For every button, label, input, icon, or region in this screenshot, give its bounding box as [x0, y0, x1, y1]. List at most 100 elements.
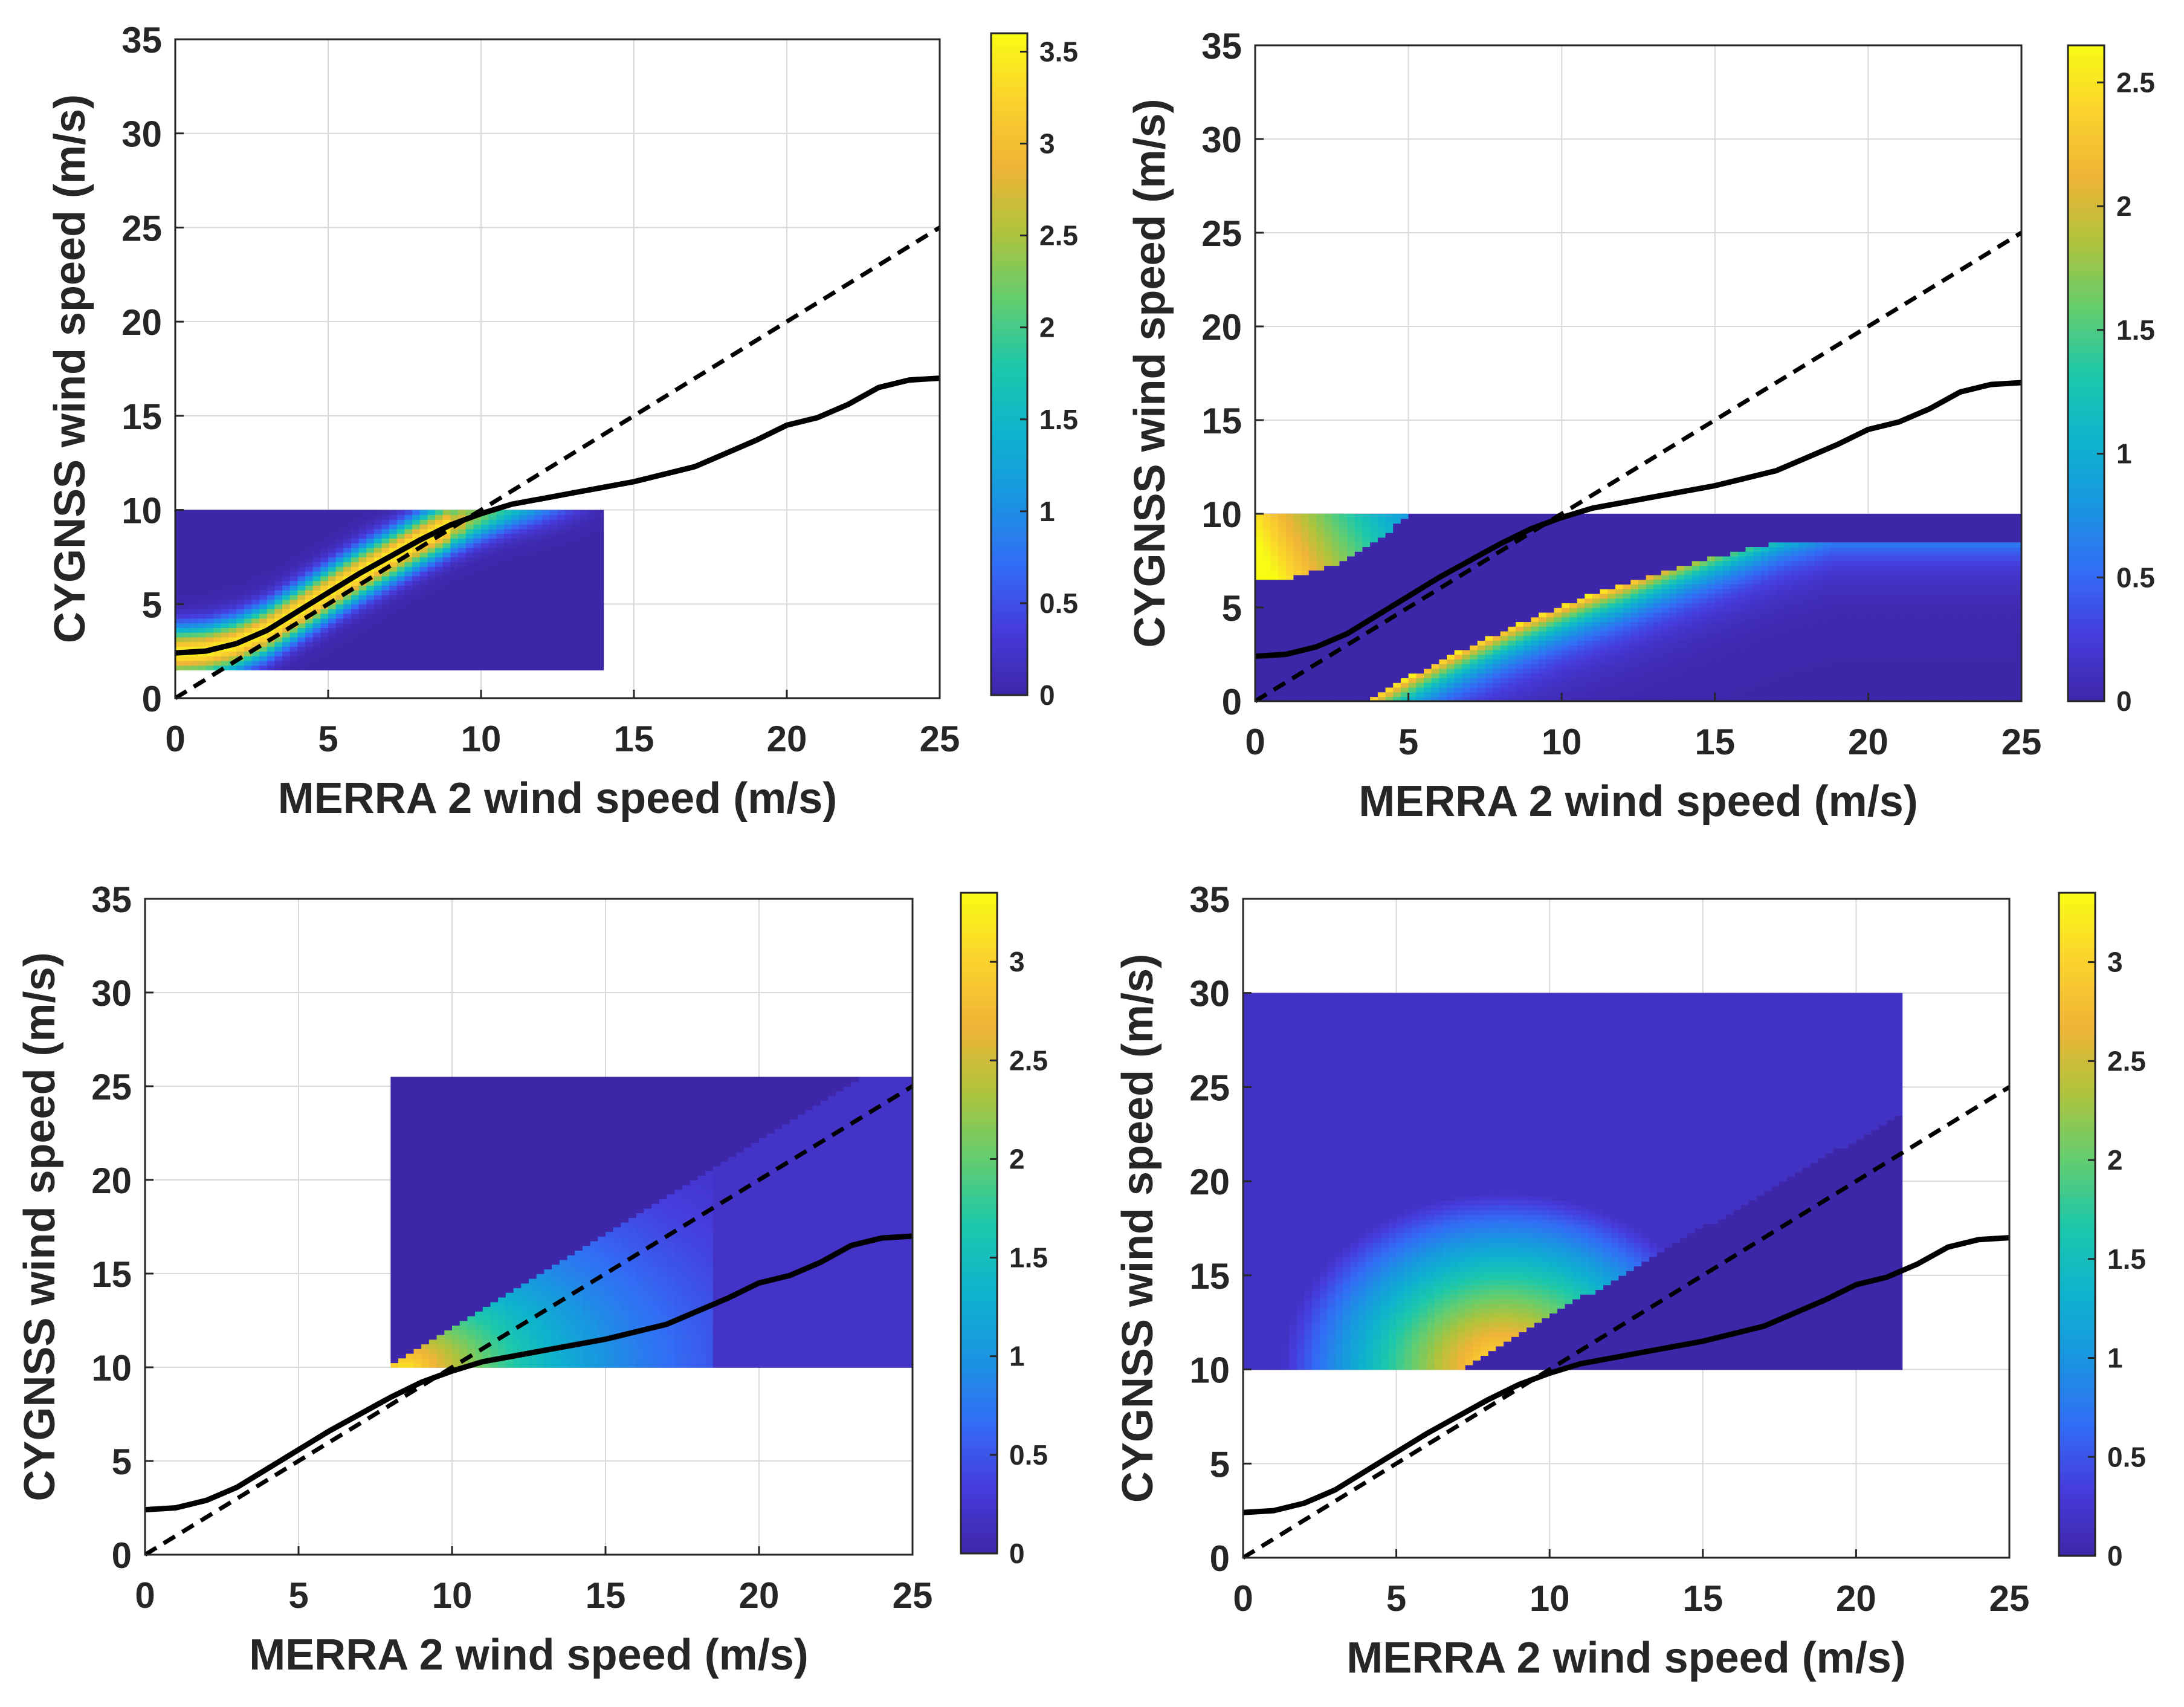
- heatmap-cell: [198, 533, 207, 539]
- heatmap-cell: [274, 562, 283, 567]
- heatmap-cell: [404, 533, 413, 539]
- heatmap-cell: [213, 641, 222, 647]
- heatmap-cell: [351, 641, 360, 647]
- heatmap-cell: [1447, 673, 1455, 679]
- heatmap-cell: [427, 599, 436, 605]
- heatmap-cell: [1262, 546, 1271, 552]
- heatmap-cell: [595, 641, 604, 647]
- heatmap-cell: [435, 604, 444, 609]
- heatmap-cell: [572, 538, 581, 543]
- heatmap-cell: [1255, 542, 1264, 548]
- heatmap-cell: [1737, 649, 1746, 655]
- heatmap-cell: [1454, 692, 1463, 698]
- heatmap-cell: [1400, 560, 1409, 566]
- heatmap-cell: [1630, 584, 1639, 589]
- heatmap-cell: [1400, 668, 1409, 674]
- heatmap-cell: [1539, 574, 1547, 580]
- heatmap-cell: [1370, 574, 1378, 580]
- heatmap-cell: [1362, 518, 1371, 524]
- colorbar-segment: [991, 662, 1027, 669]
- y-tick-label: 25: [121, 208, 162, 248]
- heatmap-cell: [1354, 593, 1363, 599]
- heatmap-cell: [1546, 551, 1555, 557]
- heatmap-cell: [1569, 537, 1578, 543]
- heatmap-cell: [427, 538, 436, 543]
- heatmap-cell: [519, 632, 528, 638]
- heatmap-cell: [1630, 518, 1639, 524]
- heatmap-cell: [1278, 659, 1287, 664]
- heatmap-cell: [1562, 565, 1570, 571]
- heatmap-cell: [1439, 528, 1447, 533]
- heatmap-cell: [198, 571, 207, 577]
- heatmap-cell: [1400, 649, 1409, 655]
- heatmap-cell: [1523, 598, 1532, 604]
- heatmap-cell: [1554, 533, 1562, 538]
- heatmap-cell: [1661, 514, 1670, 519]
- heatmap-cell: [496, 609, 505, 614]
- heatmap-cell: [1270, 537, 1279, 543]
- heatmap-cell: [1385, 523, 1394, 529]
- heatmap-cell: [450, 585, 459, 591]
- heatmap-cell: [481, 627, 489, 633]
- heatmap-cell: [511, 538, 520, 543]
- heatmap-cell: [183, 580, 192, 586]
- heatmap-cell: [1493, 589, 1501, 594]
- heatmap-cell: [1669, 518, 1678, 524]
- heatmap-cell: [1447, 514, 1455, 519]
- heatmap-cell: [1331, 687, 1340, 693]
- heatmap-cell: [1684, 584, 1693, 589]
- heatmap-cell: [373, 641, 383, 647]
- heatmap-cell: [557, 609, 566, 614]
- heatmap-cell: [1684, 593, 1693, 599]
- heatmap-cell: [1630, 678, 1639, 683]
- heatmap-cell: [1760, 528, 1769, 533]
- heatmap-cell: [1768, 584, 1777, 589]
- heatmap-cell: [289, 552, 299, 558]
- heatmap-cell: [289, 627, 299, 633]
- heatmap-cell: [427, 575, 436, 581]
- heatmap-cell: [572, 641, 581, 647]
- heatmap-cell: [412, 557, 421, 563]
- heatmap-cell: [373, 623, 383, 629]
- heatmap-cell: [389, 636, 398, 643]
- heatmap-cell: [435, 575, 444, 581]
- heatmap-cell: [1577, 692, 1586, 698]
- heatmap-cell: [1722, 593, 1731, 599]
- colorbar-tick-label: 1.5: [1039, 404, 1078, 435]
- heatmap-cell: [1684, 551, 1693, 557]
- heatmap-cell: [1669, 574, 1678, 580]
- heatmap-cell: [1615, 607, 1624, 613]
- heatmap-cell: [1539, 546, 1547, 552]
- heatmap-cell: [1600, 668, 1609, 674]
- y-axis-label: CYGNSS wind speed (m/s): [46, 94, 94, 643]
- heatmap-cell: [1385, 560, 1394, 566]
- heatmap-cell: [1760, 546, 1769, 552]
- heatmap-cell: [1278, 696, 1287, 702]
- heatmap-cell: [1799, 542, 1808, 548]
- heatmap-cell: [542, 533, 551, 539]
- heatmap-cell: [1638, 617, 1647, 623]
- heatmap-cell: [328, 575, 337, 581]
- heatmap-cell: [267, 571, 276, 577]
- heatmap-cell: [1400, 621, 1409, 627]
- heatmap-cell: [1262, 668, 1271, 674]
- heatmap-cell: [1347, 607, 1355, 613]
- heatmap-cell: [1783, 603, 1792, 608]
- heatmap-cell: [1684, 659, 1693, 664]
- heatmap-cell: [297, 510, 306, 516]
- heatmap-cell: [519, 660, 528, 666]
- heatmap-cell: [572, 566, 581, 572]
- heatmap-cell: [1607, 617, 1616, 623]
- heatmap-cell: [580, 566, 589, 572]
- heatmap-cell: [259, 571, 268, 577]
- heatmap-cell: [1799, 570, 1808, 575]
- heatmap-cell: [183, 519, 192, 525]
- heatmap-cell: [503, 627, 512, 633]
- heatmap-cell: [404, 641, 413, 647]
- heatmap-cell: [1324, 570, 1333, 575]
- heatmap-cell: [1768, 570, 1777, 575]
- heatmap-cell: [1339, 668, 1348, 674]
- heatmap-cell: [496, 552, 505, 558]
- heatmap-cell: [1600, 673, 1609, 679]
- heatmap-cell: [1539, 621, 1547, 627]
